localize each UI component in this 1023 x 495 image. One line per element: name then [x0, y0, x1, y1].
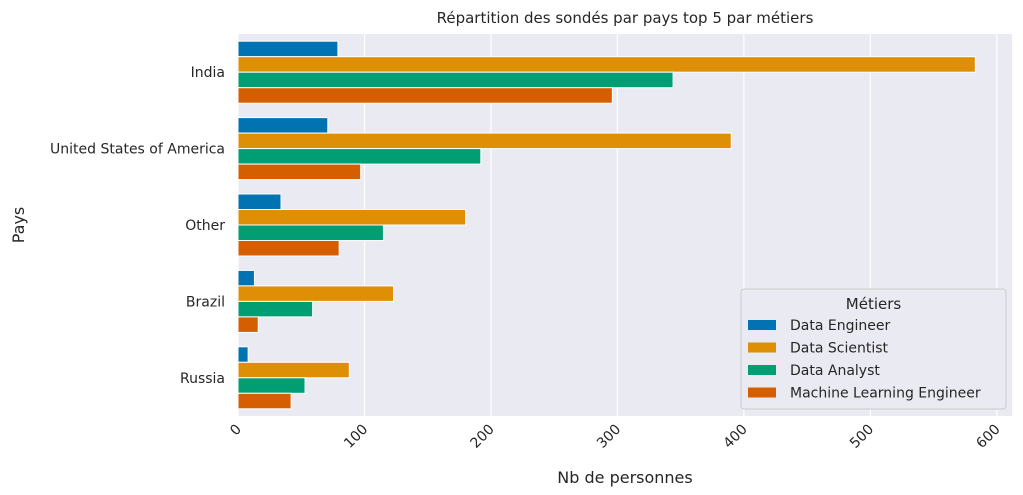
- bar-data-analyst: [237, 224, 384, 241]
- bar-data-scientist: [237, 132, 732, 150]
- legend-swatch: [748, 320, 776, 330]
- chart-title: Répartition des sondés par pays top 5 pa…: [437, 9, 814, 27]
- bar-data-analyst: [237, 300, 314, 318]
- bar-data-scientist: [237, 56, 976, 73]
- x-tick-label: 200: [468, 422, 498, 452]
- y-tick-label: Russia: [180, 371, 225, 387]
- legend-label: Machine Learning Engineer: [790, 386, 981, 402]
- legend-label: Data Analyst: [790, 363, 880, 379]
- x-axis-label: Nb de personnes: [557, 468, 692, 487]
- bar-data-engineer: [237, 269, 255, 287]
- bars: [237, 40, 976, 410]
- bar-data-scientist: [237, 285, 395, 302]
- x-tick-label: 400: [720, 422, 750, 452]
- y-tick-label: Other: [185, 218, 225, 234]
- bar-machine-learning-engineer: [237, 163, 362, 181]
- legend-title: Métiers: [846, 295, 902, 313]
- legend-swatch: [748, 342, 776, 353]
- legend-label: Data Scientist: [790, 341, 889, 357]
- y-tick-label: Brazil: [186, 294, 225, 310]
- bar-data-scientist: [237, 209, 467, 226]
- bar-data-engineer: [237, 193, 282, 210]
- x-tick-label: 600: [973, 422, 1003, 452]
- legend-swatch: [748, 387, 776, 398]
- bar-data-analyst: [237, 148, 482, 165]
- x-tick-label: 0: [227, 422, 245, 440]
- bar-data-engineer: [237, 346, 249, 363]
- bar-data-analyst: [237, 71, 674, 89]
- y-tick-label: United States of America: [50, 142, 225, 158]
- bar-data-engineer: [237, 40, 339, 58]
- bar-data-scientist: [237, 361, 350, 379]
- y-axis-ticks: India United States of America Other Brazil…: [50, 65, 225, 387]
- y-axis-label: Pays: [9, 207, 28, 244]
- x-tick-label: 100: [341, 422, 371, 452]
- bar-data-analyst: [237, 377, 306, 394]
- bar-machine-learning-engineer: [237, 87, 613, 104]
- bar-machine-learning-engineer: [237, 316, 259, 333]
- x-tick-label: 300: [594, 422, 624, 452]
- y-tick-label: India: [191, 65, 225, 81]
- x-tick-label: 500: [847, 422, 877, 452]
- legend-swatch: [748, 365, 776, 375]
- legend: Métiers Data Engineer Data Scientist Data …: [740, 288, 1007, 410]
- bar-data-engineer: [237, 117, 329, 134]
- bar-machine-learning-engineer: [237, 240, 340, 257]
- x-axis-ticks: 0 100 200 300 400 500 600: [227, 422, 1003, 452]
- legend-box: [740, 288, 1007, 410]
- bar-machine-learning-engineer: [237, 392, 292, 410]
- legend-label: Data Engineer: [790, 318, 890, 334]
